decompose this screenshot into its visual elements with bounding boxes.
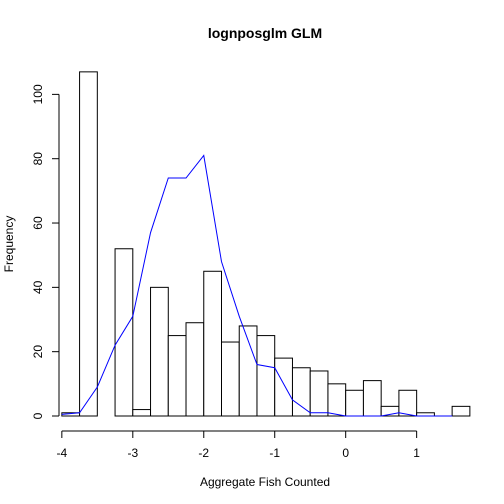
y-tick-label: 100 (31, 84, 45, 104)
x-axis: -4 -3 -2 -1 0 1 (57, 430, 420, 460)
y-axis-label: Frequency (2, 216, 16, 273)
density-line-layer (61, 154, 453, 417)
histogram-bar (132, 409, 152, 417)
x-tick-label: -3 (127, 446, 138, 460)
histogram-bar (167, 335, 187, 417)
y-tick-label: 80 (31, 152, 45, 166)
y-axis: 0 20 40 60 80 100 (31, 84, 60, 419)
x-tick-label: -4 (57, 446, 68, 460)
chart-title: lognposglm GLM (208, 25, 322, 41)
histogram-bar (309, 370, 329, 417)
histogram-bar (203, 270, 222, 417)
histogram-bar (150, 286, 169, 417)
y-tick-label: 40 (31, 280, 45, 294)
density-line (61, 154, 453, 417)
histogram-bar (327, 383, 347, 417)
histogram-bars (61, 71, 471, 417)
y-tick-label: 60 (31, 216, 45, 230)
histogram-bar (256, 335, 276, 417)
x-tick-label: -1 (269, 446, 280, 460)
histogram-bar (291, 367, 311, 417)
histogram-bar (451, 405, 471, 417)
y-tick-label: 20 (31, 345, 45, 359)
x-tick-label: 0 (342, 446, 349, 460)
histogram-bar (398, 389, 418, 417)
x-axis-label: Aggregate Fish Counted (200, 475, 330, 489)
histogram-bar (79, 71, 98, 417)
histogram-bar (274, 357, 293, 417)
histogram-bar (221, 341, 240, 417)
histogram-bar (345, 389, 364, 417)
histogram-bar (362, 380, 382, 417)
y-tick-label: 0 (31, 412, 45, 419)
x-tick-label: 1 (413, 446, 420, 460)
x-tick-label: -2 (198, 446, 209, 460)
histogram-bar (114, 248, 134, 417)
histogram-bar (185, 322, 205, 417)
